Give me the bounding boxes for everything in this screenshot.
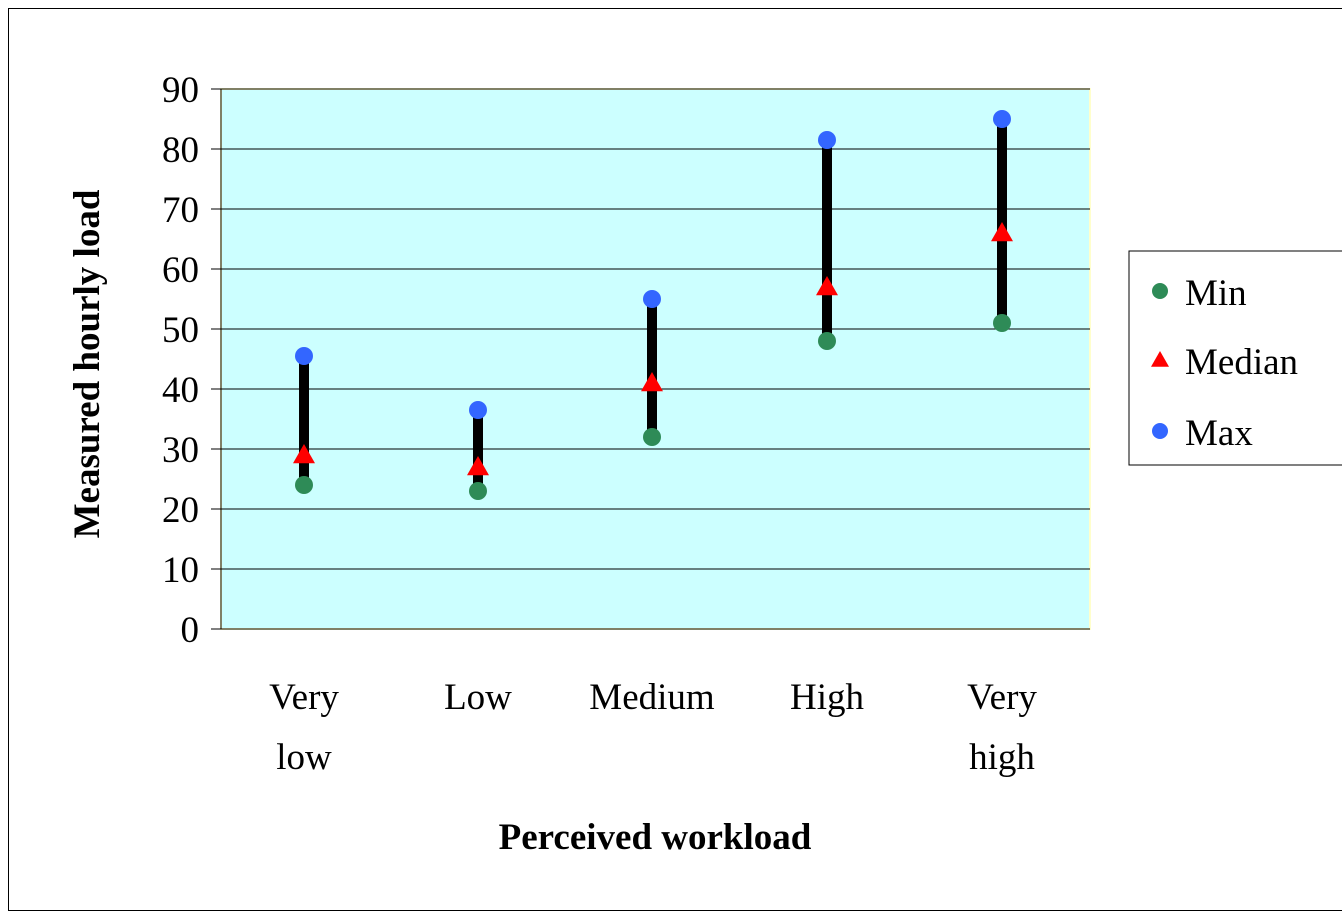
- x-axis-title: Perceived workload: [499, 817, 812, 858]
- y-tick-label: 40: [162, 370, 199, 411]
- x-category-label: Low: [444, 677, 512, 718]
- max-point: [643, 290, 661, 308]
- max-point: [295, 347, 313, 365]
- median-point: [641, 372, 663, 392]
- median-point: [816, 276, 838, 296]
- min-point: [295, 476, 313, 494]
- x-category-label: High: [790, 677, 865, 718]
- x-category-label: Very: [967, 677, 1037, 718]
- median-point: [467, 456, 489, 476]
- min-point: [993, 314, 1011, 332]
- y-axis-title: Measured hourly load: [67, 189, 108, 538]
- chart-svg: 0 10 20 30 40 50 60 70 80 90 Very low Low Medium High V…: [67, 70, 1342, 858]
- legend-marker-min: [1152, 283, 1168, 299]
- chart-frame: 0 10 20 30 40 50 60 70 80 90 Very low Low Medium High V…: [8, 8, 1342, 911]
- y-tick-label: 10: [162, 550, 199, 591]
- y-tick-label: 90: [162, 70, 199, 111]
- y-tick-label: 30: [162, 430, 199, 471]
- y-tick-label: 0: [181, 610, 200, 651]
- y-tick-label: 20: [162, 490, 199, 531]
- legend-marker-max: [1152, 423, 1168, 439]
- y-tick-label: 60: [162, 250, 199, 291]
- min-point: [469, 482, 487, 500]
- legend-marker-median: [1151, 351, 1169, 367]
- max-point: [818, 131, 836, 149]
- x-category-label: high: [969, 737, 1035, 778]
- y-tick-label: 80: [162, 130, 199, 171]
- x-category-label: Very: [269, 677, 339, 718]
- y-tick-label: 50: [162, 310, 199, 351]
- median-point: [293, 444, 315, 464]
- legend-label-median: Median: [1185, 342, 1298, 383]
- legend-label-max: Max: [1185, 413, 1253, 454]
- y-tick-label: 70: [162, 190, 199, 231]
- max-point: [469, 401, 487, 419]
- x-category-label: Medium: [589, 677, 715, 718]
- legend-label-min: Min: [1185, 273, 1247, 314]
- x-category-label: low: [276, 737, 332, 778]
- median-point: [991, 222, 1013, 242]
- min-point: [643, 428, 661, 446]
- max-point: [993, 110, 1011, 128]
- min-point: [818, 332, 836, 350]
